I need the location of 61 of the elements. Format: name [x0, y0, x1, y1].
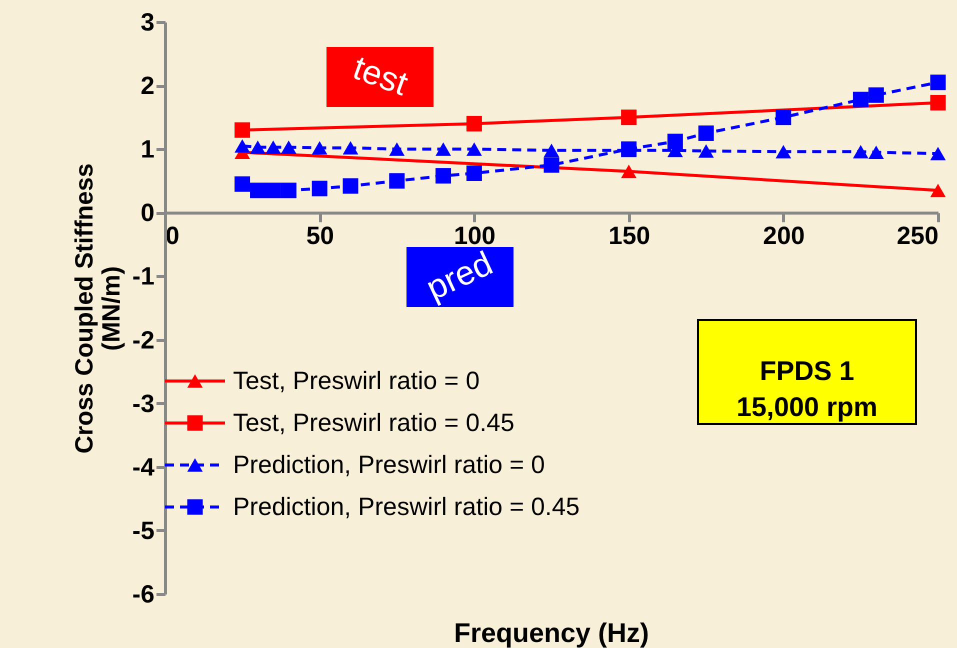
point — [544, 157, 560, 173]
point — [621, 164, 637, 178]
point — [234, 176, 250, 192]
point — [868, 146, 884, 159]
point — [930, 94, 946, 110]
point — [466, 166, 482, 182]
point — [342, 141, 358, 155]
legend-label: Test, Preswirl ratio = 0 — [233, 367, 480, 395]
point — [436, 168, 452, 184]
y-tick-label: -1 — [132, 262, 155, 291]
legend-label: Test, Preswirl ratio = 0.45 — [233, 409, 514, 437]
x-tick-label: 50 — [306, 222, 334, 250]
x-tick-label: 150 — [608, 222, 650, 250]
y-tick-label: 3 — [140, 8, 154, 36]
point — [852, 144, 868, 158]
y-tick-label: -4 — [132, 453, 155, 482]
point — [776, 110, 792, 126]
point — [389, 173, 405, 189]
point — [389, 142, 405, 156]
point — [234, 139, 250, 153]
point — [436, 142, 452, 156]
point — [868, 87, 884, 103]
y-tick-label: -2 — [132, 326, 154, 354]
point — [250, 182, 266, 198]
point — [852, 92, 868, 108]
y-tick-label: -5 — [132, 516, 155, 545]
x-tick-label: 0 — [166, 222, 180, 250]
legend-label: Prediction, Preswirl ratio = 0 — [233, 451, 545, 479]
annotation: FPDS 1 15,000 rpm — [736, 356, 878, 422]
point — [312, 141, 328, 155]
point — [265, 182, 281, 198]
y-axis-title: Cross Coupled Stiffness (MN/m) — [70, 163, 126, 454]
y-tick-label: 1 — [140, 136, 155, 164]
point — [280, 182, 296, 198]
point — [250, 140, 266, 154]
y-tick-label: 2 — [140, 72, 154, 100]
point — [544, 144, 560, 158]
point — [466, 142, 482, 156]
point — [930, 146, 946, 160]
point — [342, 178, 358, 194]
point — [234, 122, 250, 138]
point — [930, 184, 946, 198]
point — [698, 144, 714, 158]
x-tick-label: 250 — [896, 222, 938, 250]
point — [930, 74, 946, 90]
point — [621, 141, 637, 157]
y-tick-label: 0 — [140, 199, 154, 228]
point — [667, 134, 683, 150]
point — [466, 116, 482, 132]
annotation: test — [348, 48, 414, 104]
y-tick-label: -3 — [132, 390, 154, 418]
point — [698, 125, 714, 141]
point — [621, 110, 637, 126]
x-tick-label: 200 — [763, 222, 805, 250]
point — [280, 140, 296, 154]
y-tick-label: -6 — [132, 580, 154, 608]
point — [776, 144, 792, 158]
point — [312, 180, 328, 196]
legend-label: Prediction, Preswirl ratio = 0.45 — [233, 493, 580, 521]
x-axis-title: Frequency (Hz) — [454, 618, 650, 648]
point — [265, 140, 281, 154]
